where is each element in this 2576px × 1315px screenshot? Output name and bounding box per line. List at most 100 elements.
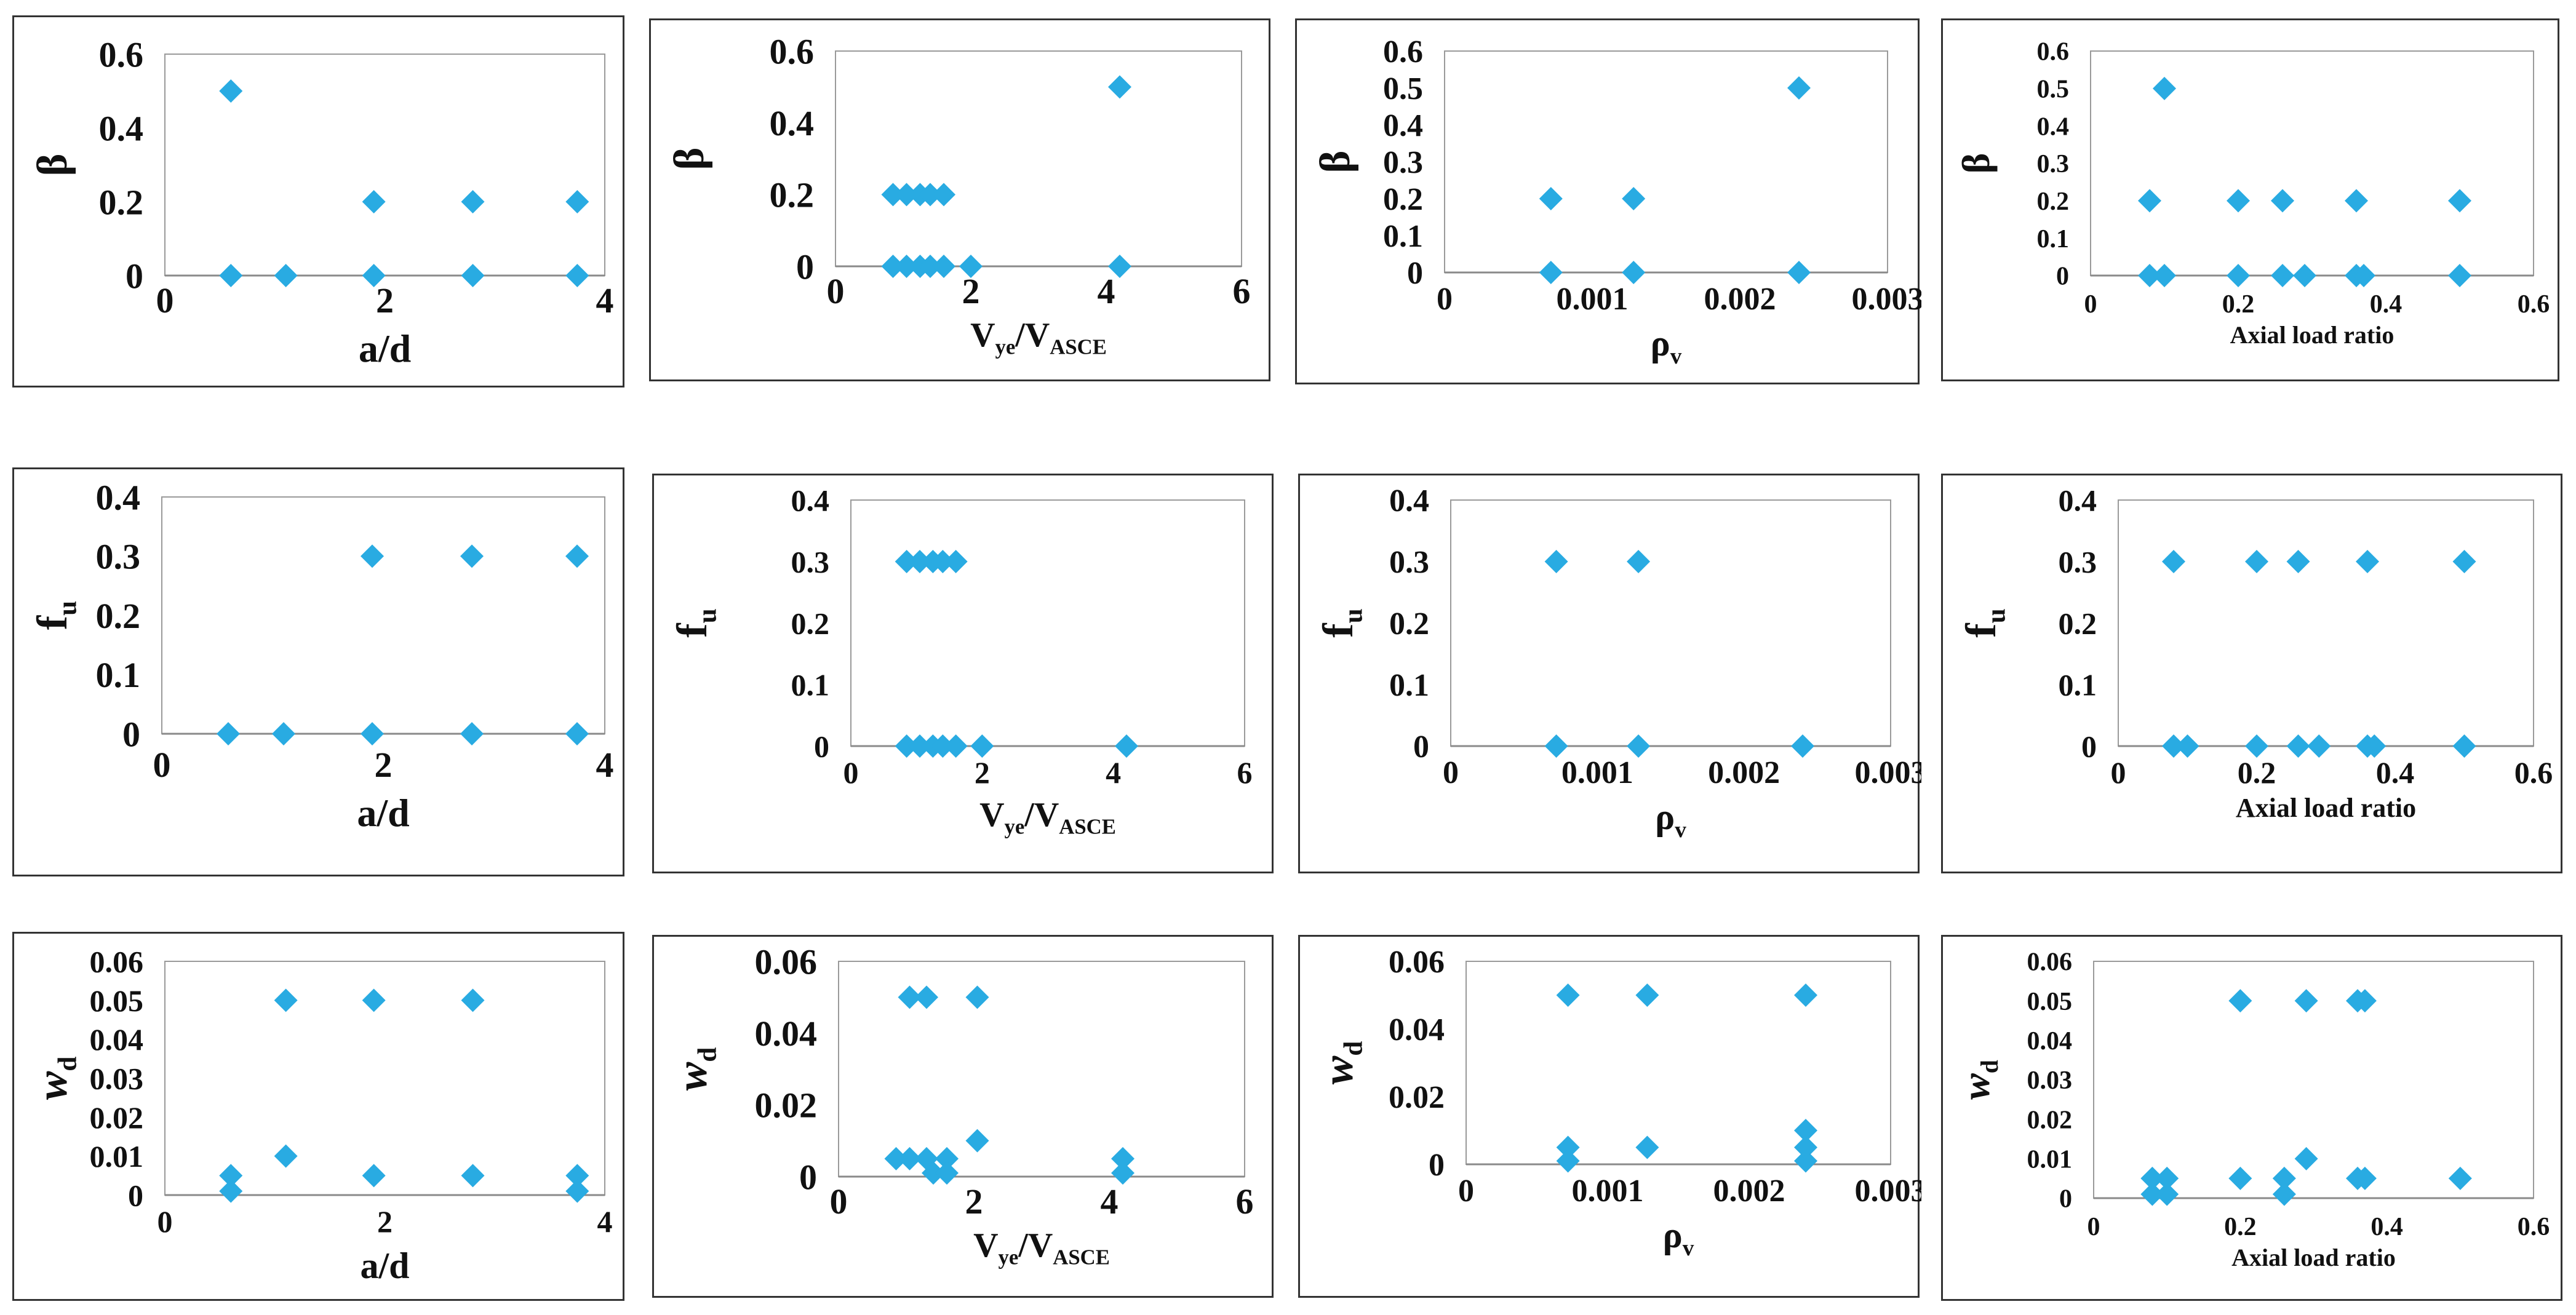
y-tick-label: 0.2	[1383, 182, 1423, 217]
x-tick-label: 0.4	[2370, 290, 2403, 319]
data-point	[2294, 1146, 2318, 1170]
data-point	[1544, 734, 1568, 758]
data-point	[2271, 264, 2294, 287]
y-tick-label: 0.04	[2027, 1027, 2073, 1055]
data-point	[2271, 189, 2294, 213]
data-point	[274, 264, 298, 287]
data-point	[2356, 550, 2379, 573]
y-tick-label: 0.4	[2037, 113, 2070, 141]
scatter-panel-9: 0 0.01 0.02 0.03 0.04 0.05 0.06 0 2 4 a/d wd	[12, 932, 624, 1301]
y-tick-label: 0	[122, 714, 140, 754]
x-tick-label: 0.2	[2224, 1213, 2257, 1241]
data-point	[908, 550, 931, 573]
x-tick-label: 0	[827, 271, 845, 311]
x-tick-label: 0	[153, 745, 171, 785]
x-tick-label: 6	[1233, 271, 1251, 311]
data-point	[1635, 1135, 1659, 1159]
x-tick-label: 0.003	[1855, 1174, 1922, 1209]
data-point	[2245, 734, 2268, 758]
y-axis-label: fu	[1958, 608, 2011, 637]
x-tick-label: 0	[158, 1204, 173, 1239]
x-tick-label: 0.001	[1557, 282, 1629, 317]
data-point	[565, 264, 589, 287]
plot-area-frame	[164, 961, 605, 1196]
y-axis-label: β	[1954, 153, 1998, 174]
data-point	[565, 722, 589, 745]
data-point	[2140, 1166, 2164, 1190]
y-tick-label: 0.1	[96, 655, 141, 695]
y-tick-label: 0.2	[1389, 606, 1429, 642]
data-point	[931, 550, 955, 573]
y-tick-label: 0.1	[791, 668, 830, 702]
x-axis-label: ρv	[1651, 323, 1682, 369]
data-point	[274, 1144, 298, 1168]
data-point	[1627, 550, 1651, 573]
y-tick-label: 0.2	[791, 606, 830, 641]
x-tick-label: 2	[376, 280, 394, 320]
y-tick-label: 0.5	[2037, 76, 2070, 104]
scatter-panel-1: 0 0.2 0.4 0.6 0 2 4 a/d β	[12, 15, 624, 387]
data-point	[2227, 189, 2250, 213]
data-point	[1622, 261, 1646, 284]
data-point	[461, 988, 485, 1012]
x-tick-label: 0.6	[2518, 290, 2550, 319]
y-tick-label: 0	[1413, 729, 1429, 765]
data-point	[461, 264, 485, 287]
x-tick-label: 4	[1106, 755, 1121, 790]
plot-area-frame	[2118, 499, 2534, 747]
data-point	[1556, 983, 1580, 1007]
y-tick-label: 0.3	[2059, 545, 2097, 579]
x-tick-label: 0.003	[1852, 282, 1922, 317]
data-point	[272, 722, 295, 745]
data-point	[895, 183, 919, 207]
y-tick-label: 0.2	[2059, 606, 2097, 641]
x-tick-label: 2	[965, 1182, 983, 1222]
plot-area-frame	[1444, 50, 1888, 273]
y-tick-label: 0.4	[770, 103, 815, 143]
x-tick-label: 0	[156, 280, 174, 320]
y-tick-label: 0.4	[791, 483, 830, 518]
data-point	[884, 1146, 908, 1170]
x-tick-label: 2	[975, 755, 990, 790]
y-tick-label: 0	[796, 247, 814, 287]
x-tick-label: 4	[596, 280, 614, 320]
data-point	[217, 722, 240, 745]
x-axis-label: Vye/VASCE	[973, 1226, 1110, 1269]
x-tick-label: 0.001	[1561, 755, 1633, 790]
y-tick-label: 0.02	[1389, 1080, 1445, 1115]
y-axis-label: wd	[29, 1057, 82, 1100]
y-tick-label: 0	[2056, 263, 2069, 291]
data-point	[2175, 734, 2199, 758]
scatter-plot-6: 0 0.1 0.2 0.3 0.4 0 2 4 6 Vye/VASCE fu	[669, 483, 1253, 839]
scatter-plot-8: 0 0.1 0.2 0.3 0.4 0 0.2 0.4 0.6 Axial load ratio f…	[1958, 483, 2553, 824]
y-tick-label: 0.06	[755, 942, 818, 982]
data-point	[2353, 989, 2377, 1013]
data-point	[898, 1146, 922, 1170]
y-tick-label: 0.06	[1389, 945, 1445, 980]
y-tick-label: 0.4	[1383, 108, 1423, 143]
data-point	[274, 988, 298, 1012]
x-tick-label: 0.001	[1572, 1174, 1644, 1209]
data-point	[2153, 76, 2176, 100]
scatter-panel-8: 0 0.1 0.2 0.3 0.4 0 0.2 0.4 0.6 Axial load ratio f…	[1941, 474, 2562, 873]
y-axis-label: β	[1312, 151, 1359, 173]
y-tick-label: 0.6	[2037, 38, 2070, 66]
data-point	[1544, 550, 1568, 573]
y-tick-label: 0.03	[2027, 1067, 2073, 1095]
x-axis-label: Vye/VASCE	[970, 316, 1107, 359]
data-point	[2162, 550, 2185, 573]
data-point	[219, 1164, 243, 1188]
plot-area-frame	[1450, 499, 1891, 747]
x-tick-label: 0.4	[2371, 1213, 2403, 1241]
x-axis-label: a/d	[359, 327, 411, 370]
data-point	[932, 183, 955, 207]
data-point	[898, 985, 922, 1009]
data-point	[1627, 734, 1651, 758]
data-point	[2245, 550, 2268, 573]
data-point	[460, 544, 484, 568]
data-point	[1108, 75, 1131, 99]
y-axis-label: wd	[669, 1047, 722, 1091]
x-tick-label: 4	[1098, 271, 1115, 311]
x-tick-label: 0.4	[2376, 755, 2415, 790]
